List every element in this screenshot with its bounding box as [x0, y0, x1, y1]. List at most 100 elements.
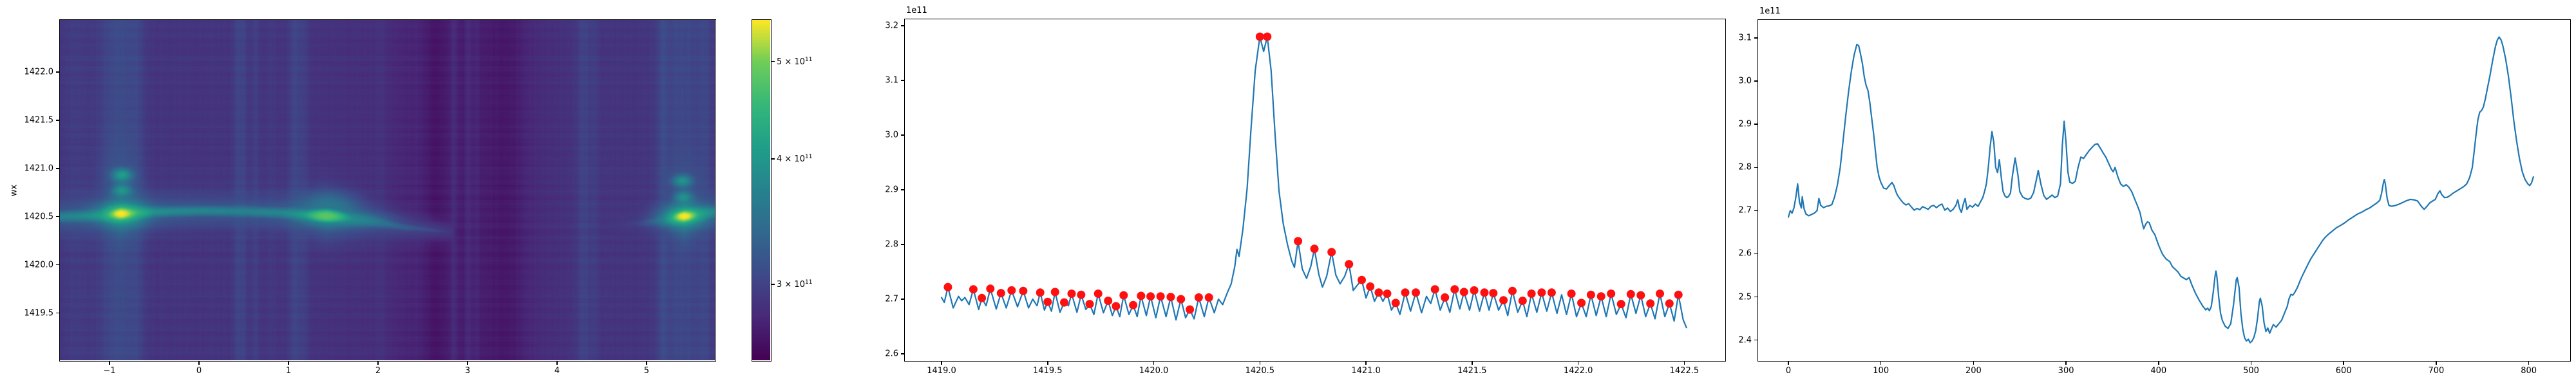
tick-label: 1422.0: [24, 67, 54, 77]
tick-label: 3.1: [1738, 33, 1752, 43]
tick-label: 600: [2335, 366, 2352, 376]
tick-label: 1420.0: [1139, 366, 1169, 376]
tick-mark: [55, 71, 59, 73]
peak-marker: [1636, 291, 1645, 299]
tick-mark: [1259, 361, 1261, 365]
peak-marker: [1293, 236, 1302, 245]
tick-label: 300: [2058, 366, 2074, 376]
peak-marker: [1036, 288, 1045, 297]
tick-mark: [377, 361, 379, 365]
tick-mark: [1577, 361, 1579, 365]
peak-marker: [1059, 298, 1068, 307]
peak-marker: [1508, 286, 1517, 295]
tick-label: 200: [1965, 366, 1982, 376]
tick-label: 1420.0: [24, 260, 54, 270]
peak-marker: [1204, 293, 1213, 302]
tick-mark: [900, 134, 904, 136]
tick-mark: [55, 216, 59, 217]
right-profile-axes: [1757, 19, 2571, 362]
colorbar-tick-label: 4 × 1011: [777, 153, 813, 164]
tick-mark: [109, 361, 110, 365]
tick-label: 0: [1785, 366, 1792, 376]
tick-mark: [1754, 339, 1757, 341]
tick-label: 2.6: [1738, 248, 1752, 259]
peak-marker: [1374, 288, 1383, 297]
peak-marker: [1440, 293, 1449, 302]
tick-label: 3: [464, 366, 471, 376]
tick-mark: [2250, 361, 2252, 365]
tick-mark: [1754, 37, 1757, 39]
tick-label: 1421.0: [1351, 366, 1381, 376]
tick-mark: [2065, 361, 2067, 365]
peak-marker: [1665, 299, 1674, 308]
tick-mark: [1880, 361, 1882, 365]
peak-marker: [1327, 247, 1336, 256]
tick-mark: [2343, 361, 2344, 365]
tick-mark: [2158, 361, 2159, 365]
tick-label: 2.7: [885, 294, 898, 304]
peak-marker: [1067, 289, 1075, 298]
peak-marker: [1043, 297, 1052, 306]
tick-mark: [1754, 167, 1757, 169]
peak-marker: [1119, 291, 1128, 299]
tick-mark: [1788, 361, 1789, 365]
tick-mark: [900, 80, 904, 81]
tick-label: 1422.0: [1563, 366, 1593, 376]
peak-marker: [1185, 305, 1194, 314]
tick-label: 1420.5: [1245, 366, 1275, 376]
tick-mark: [55, 168, 59, 169]
colorbar-tick-label: 3 × 1011: [777, 279, 813, 290]
peak-marker: [943, 282, 952, 291]
tick-label: 100: [1873, 366, 1889, 376]
peak-marker: [1480, 288, 1488, 297]
tick-mark: [900, 244, 904, 245]
tick-label: 1419.0: [927, 366, 956, 376]
tick-mark: [55, 312, 59, 314]
peak-marker: [1344, 259, 1353, 268]
tick-label: 400: [2150, 366, 2167, 376]
heatmap-ylabel: wx: [9, 184, 19, 196]
peak-marker: [1262, 32, 1271, 41]
peak-marker: [1357, 275, 1366, 284]
colorbar-tick-label: 5 × 1011: [777, 56, 813, 67]
peak-marker: [996, 288, 1005, 297]
tick-mark: [900, 299, 904, 300]
tick-mark: [771, 60, 775, 62]
peak-marker: [1547, 288, 1556, 297]
heatmap-image: [59, 19, 715, 360]
tick-mark: [1754, 253, 1757, 255]
tick-label: 5: [643, 366, 650, 376]
peak-marker: [1255, 32, 1264, 41]
tick-mark: [1047, 361, 1048, 365]
tick-label: 2.6: [885, 349, 898, 359]
tick-mark: [2436, 361, 2437, 365]
right-profile-plot: [1787, 36, 2534, 344]
peak-marker: [1518, 296, 1527, 305]
tick-mark: [1754, 296, 1757, 298]
peak-marker: [1616, 299, 1625, 308]
tick-mark: [1754, 124, 1757, 125]
peak-marker: [1111, 302, 1120, 310]
series-line: [940, 35, 1687, 328]
middle-spectrum-axes: [904, 18, 1726, 362]
tick-label: 0: [196, 366, 202, 376]
peak-marker: [1626, 290, 1635, 299]
peak-marker: [1606, 289, 1615, 298]
peak-marker: [985, 284, 994, 293]
peak-marker: [1567, 289, 1576, 298]
peak-marker: [1499, 295, 1508, 304]
tick-mark: [646, 361, 647, 365]
peak-marker: [1076, 290, 1085, 299]
tick-mark: [55, 264, 59, 266]
peak-marker: [1007, 286, 1016, 295]
peak-marker: [1411, 288, 1420, 297]
colorbar: [751, 19, 772, 362]
peak-marker: [1310, 244, 1318, 253]
tick-label: 1421.0: [24, 163, 54, 174]
tick-label: −1: [103, 366, 116, 376]
tick-mark: [1153, 361, 1155, 365]
peak-marker: [1103, 296, 1112, 305]
peak-marker: [1488, 288, 1497, 297]
peak-marker: [1450, 284, 1459, 293]
